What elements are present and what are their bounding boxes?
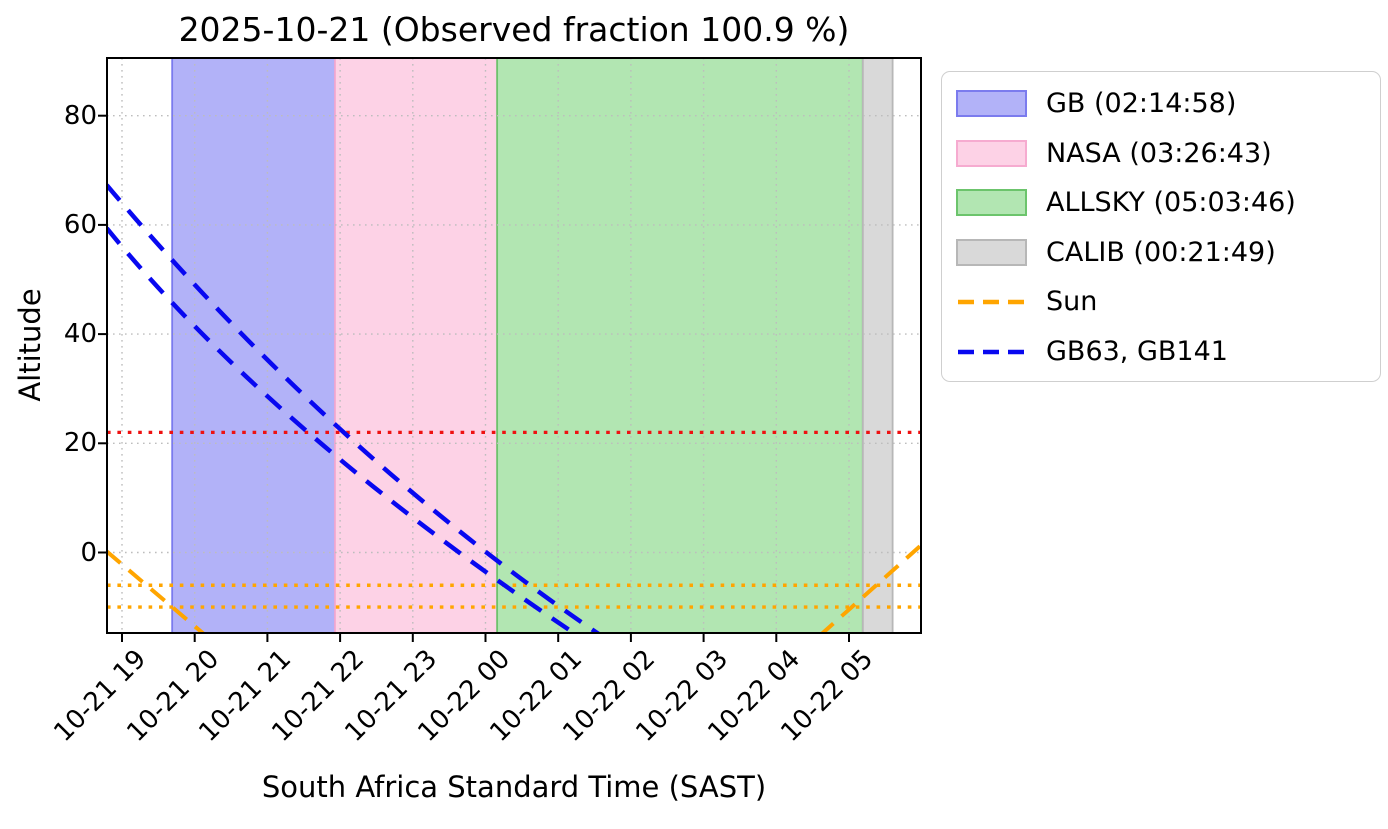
- observing-blocks: [171, 57, 894, 634]
- observing-block-calib: [861, 57, 894, 634]
- legend-swatch-nasa: [956, 139, 1027, 167]
- legend-dashed-line-gb63-gb141: [958, 349, 1025, 354]
- observing-block-allsky: [496, 57, 864, 634]
- legend-swatch-gb: [956, 90, 1027, 118]
- axes-spines: [106, 57, 922, 634]
- legend-label: Sun: [1046, 286, 1098, 318]
- y-tick-label: 40: [63, 319, 97, 350]
- series: [107, 183, 921, 633]
- legend-label: GB63, GB141: [1046, 335, 1228, 367]
- target-line-gb63: [107, 226, 578, 633]
- legend-swatch-allsky: [956, 189, 1027, 217]
- legend-item-sun: Sun: [956, 277, 1380, 327]
- legend-label: NASA (03:26:43): [1046, 137, 1272, 169]
- legend-label: GB (02:14:58): [1046, 88, 1237, 120]
- threshold-lines: [107, 430, 921, 609]
- y-tick-label: 20: [63, 428, 97, 459]
- legend-label: CALIB (00:21:49): [1046, 236, 1276, 268]
- legend-swatch-calib: [956, 238, 1027, 266]
- legend-item-calib: CALIB (00:21:49): [956, 228, 1380, 278]
- legend-dashed-line-sun: [958, 300, 1025, 305]
- legend: GB (02:14:58) NASA (03:26:43) ALLSKY (05:0…: [941, 71, 1381, 382]
- sun-line: [819, 544, 921, 633]
- legend-item-gb: GB (02:14:58): [956, 79, 1380, 129]
- figure-title: 2025-10-21 (Observed fraction 100.9 %): [178, 10, 850, 49]
- y-tick-label: 0: [80, 537, 97, 568]
- gridlines: [107, 58, 921, 633]
- tick-marks: [98, 114, 850, 642]
- legend-item-allsky: ALLSKY (05:03:46): [956, 178, 1380, 228]
- sun-line: [107, 549, 206, 633]
- legend-item-nasa: NASA (03:26:43): [956, 129, 1380, 179]
- y-tick-label: 80: [63, 100, 97, 131]
- target-line-gb141: [107, 183, 602, 633]
- legend-item-gb63-gb141: GB63, GB141: [956, 327, 1380, 377]
- y-tick-label: 60: [63, 209, 97, 240]
- x-axis-label: South Africa Standard Time (SAST): [261, 770, 767, 804]
- legend-label: ALLSKY (05:03:46): [1046, 187, 1296, 219]
- observing-block-nasa: [334, 57, 499, 634]
